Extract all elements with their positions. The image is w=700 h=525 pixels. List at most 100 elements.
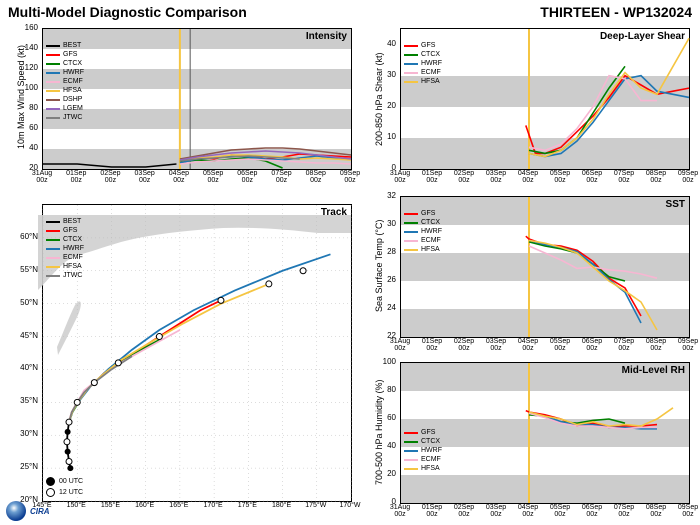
ytick: 120 [14,63,38,72]
ytick: 140 [14,43,38,52]
ytick: 25°N [14,462,38,471]
legend-label: GFS [421,209,435,218]
track-plot [43,205,351,501]
legend-label: HWRF [421,446,442,455]
rh-panel: Mid-Level RHGFSCTCXHWRFECMFHFSA [400,362,690,504]
ytick: 28 [372,247,396,256]
xtick: 01Sep 00z [417,170,447,184]
xtick: 09Sep 00z [673,338,700,352]
xtick: 02Sep 00z [449,338,479,352]
legend-swatch [404,468,418,470]
marker-legend: 00 UTC12 UTC [46,476,83,498]
legend-label: CTCX [63,59,82,68]
legend-label: ECMF [63,77,83,86]
legend-label: DSHP [63,95,82,104]
ytick: 80 [14,103,38,112]
legend-swatch [404,432,418,434]
legend-label: HWRF [63,68,84,77]
xtick: 07Sep 00z [267,170,297,184]
legend-swatch [404,222,418,224]
legend-swatch [46,81,60,83]
xtick: 02Sep 00z [449,170,479,184]
xtick: 06Sep 00z [577,170,607,184]
ytick: 60 [372,413,396,422]
legend-swatch [404,441,418,443]
ytick: 60 [14,123,38,132]
ytick: 80 [372,385,396,394]
sst-ylabel: Sea Surface Temp (°C) [374,220,384,312]
xtick: 02Sep 00z [449,504,479,518]
legend-swatch [46,90,60,92]
legend-swatch [46,72,60,74]
xtick: 175°E [232,502,262,509]
xtick: 06Sep 00z [577,338,607,352]
intensity-legend: BESTGFSCTCXHWRFECMFHFSADSHPLGEMJTWC [46,41,84,122]
ytick: 160 [14,23,38,32]
marker-swatch [46,477,55,486]
legend-swatch [46,117,60,119]
xtick: 07Sep 00z [609,504,639,518]
xtick: 04Sep 00z [164,170,194,184]
ytick: 50°N [14,298,38,307]
sst-legend: GFSCTCXHWRFECMFHFSA [404,209,442,254]
ytick: 24 [372,303,396,312]
legend-label: HWRF [421,227,442,236]
legend-swatch [404,249,418,251]
xtick: 175°W [301,502,331,509]
xtick: 03Sep 00z [481,504,511,518]
legend-label: ECMF [421,68,441,77]
shear-legend: GFSCTCXHWRFECMFHFSA [404,41,442,86]
xtick: 05Sep 00z [545,504,575,518]
legend-label: LGEM [63,104,83,113]
xtick: 01Sep 00z [417,338,447,352]
ytick: 40 [14,143,38,152]
xtick: 08Sep 00z [641,504,671,518]
sst-panel: SSTGFSCTCXHWRFECMFHFSA [400,196,690,338]
xtick: 03Sep 00z [481,338,511,352]
intensity-ylabel: 10m Max Wind Speed (kt) [16,45,26,149]
rh-plot [401,363,689,503]
legend-label: HWRF [421,59,442,68]
legend-swatch [46,54,60,56]
legend-swatch [46,108,60,110]
legend-label: ECMF [421,455,441,464]
legend-swatch [46,45,60,47]
legend-label: HFSA [421,464,440,473]
legend-label: HFSA [63,86,82,95]
xtick: 09Sep 00z [673,504,700,518]
xtick: 31Aug 00z [385,338,415,352]
legend-swatch [404,45,418,47]
legend-label: ECMF [421,236,441,245]
ytick: 55°N [14,265,38,274]
xtick: 155°E [95,502,125,509]
xtick: 170°E [198,502,228,509]
ytick: 30 [372,219,396,228]
xtick: 08Sep 00z [641,338,671,352]
legend-swatch [404,81,418,83]
legend-label: JTWC [63,113,82,122]
legend-label: CTCX [421,218,440,227]
ytick: 35°N [14,396,38,405]
xtick: 09Sep 00z [335,170,365,184]
xtick: 04Sep 00z [513,338,543,352]
track-panel: TrackBESTGFSCTCXHWRFECMFHFSAJTWC00 UTC12… [42,204,352,502]
xtick: 01Sep 00z [417,504,447,518]
xtick: 07Sep 00z [609,338,639,352]
legend-swatch [404,72,418,74]
xtick: 05Sep 00z [545,338,575,352]
legend-label: GFS [63,50,77,59]
legend-swatch [404,240,418,242]
xtick: 150°E [61,502,91,509]
xtick: 31Aug 00z [385,170,415,184]
legend-label: HFSA [421,77,440,86]
shear-plot [401,29,689,169]
xtick: 07Sep 00z [609,170,639,184]
legend-swatch [404,213,418,215]
legend-label: HFSA [421,245,440,254]
legend-label: CTCX [421,437,440,446]
marker-swatch [46,488,55,497]
ytick: 30°N [14,429,38,438]
ytick: 40 [372,39,396,48]
xtick: 180°E [267,502,297,509]
ytick: 20 [372,101,396,110]
